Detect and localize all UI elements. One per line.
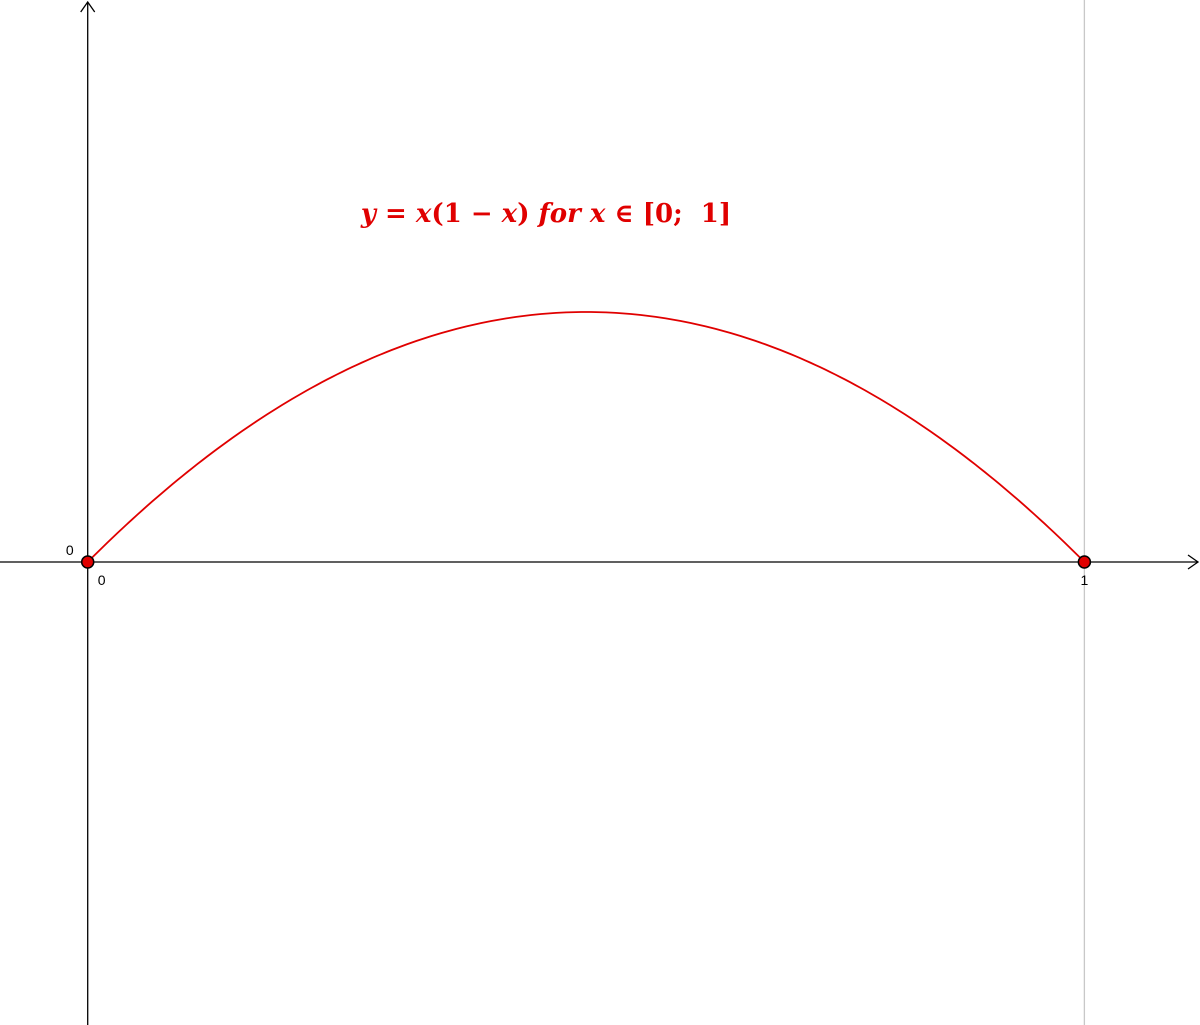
y-tick-labels: 0 bbox=[66, 542, 74, 558]
function-curve bbox=[87, 311, 1086, 563]
y-axis-arrow-icon bbox=[80, 0, 96, 13]
formula-space bbox=[581, 199, 590, 229]
x-axis-arrow-icon bbox=[1187, 554, 1200, 570]
formula-domain: ∈ [0; 1] bbox=[605, 199, 731, 229]
function-formula: y = x(1 − x) for x ∈ [0; 1] bbox=[360, 199, 731, 229]
y-axis bbox=[80, 0, 96, 1025]
formula-x1: x bbox=[415, 199, 432, 229]
formula-equals: = bbox=[376, 199, 416, 229]
formula-open: (1 − bbox=[431, 199, 501, 229]
x-tick-label: 0 bbox=[98, 572, 106, 588]
x-tick-label: 1 bbox=[1080, 572, 1088, 588]
formula-y: y bbox=[360, 199, 378, 229]
x-axis bbox=[0, 554, 1200, 570]
y-tick-label: 0 bbox=[66, 542, 74, 558]
formula-x3: x bbox=[589, 199, 606, 229]
endpoint-marker bbox=[80, 555, 95, 569]
formula-close: ) bbox=[517, 199, 538, 229]
formula-x2: x bbox=[501, 199, 518, 229]
endpoint-marker bbox=[1077, 555, 1092, 569]
endpoints bbox=[80, 555, 1092, 569]
formula-for: for bbox=[537, 199, 584, 229]
